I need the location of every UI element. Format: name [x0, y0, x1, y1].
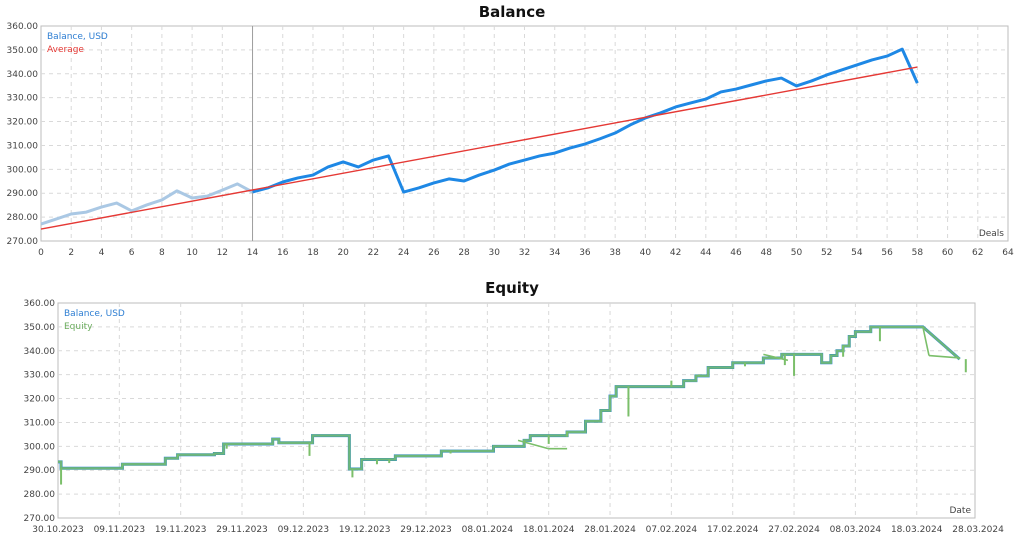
- x-tick-label: 29.11.2023: [216, 525, 268, 535]
- y-tick-label: 290.00: [7, 189, 39, 199]
- y-tick-label: 330.00: [24, 371, 56, 381]
- y-tick-label: 360.00: [7, 22, 39, 32]
- y-tick-label: 310.00: [7, 141, 39, 151]
- y-tick-label: 320.00: [24, 395, 56, 405]
- balance-chart-title: Balance: [478, 3, 546, 21]
- y-tick-label: 330.00: [7, 94, 39, 104]
- x-tick-label: 26: [428, 248, 440, 258]
- y-tick-label: 300.00: [7, 165, 39, 175]
- x-tick-label: 17.02.2024: [707, 525, 759, 535]
- balance-plot: 270.00 280.00 290.00 300.00 310.00 320.00 330.…: [7, 22, 1014, 258]
- x-tick-label: 60: [942, 248, 954, 258]
- y-tick-label: 340.00: [24, 347, 56, 357]
- x-tick-label: 30: [489, 248, 501, 258]
- y-tick-label: 270.00: [24, 514, 56, 524]
- x-tick-label: 54: [851, 248, 863, 258]
- x-tick-label: 62: [972, 248, 983, 258]
- x-tick-label: 8: [159, 248, 165, 258]
- equity-segment: [928, 354, 960, 359]
- x-tick-label: 46: [730, 248, 742, 258]
- balance-history-line: [40, 182, 254, 226]
- x-tick-label: 09.12.2023: [278, 525, 330, 535]
- x-tick-label: 6: [129, 248, 135, 258]
- legend-balance: Balance, USD: [47, 32, 108, 42]
- x-tick-label: 28.01.2024: [584, 525, 636, 535]
- x-tick-label: 28: [458, 248, 470, 258]
- x-tick-label: 24: [398, 248, 410, 258]
- balance-line: [252, 47, 919, 194]
- x-tick-label: 52: [821, 248, 832, 258]
- legend-average: Average: [47, 45, 84, 55]
- x-tick-label: 44: [700, 248, 712, 258]
- x-tick-label: 18.03.2024: [891, 525, 943, 535]
- y-tick-label: 320.00: [7, 118, 39, 128]
- equity-segment: [517, 439, 549, 450]
- y-tick-label: 270.00: [7, 237, 39, 247]
- equity-segment: [763, 353, 789, 362]
- y-tick-label: 300.00: [24, 442, 56, 452]
- x-axis-label: Date: [949, 506, 971, 516]
- x-tick-label: 34: [549, 248, 561, 258]
- x-tick-label: 56: [881, 248, 893, 258]
- x-tick-label: 27.02.2024: [768, 525, 820, 535]
- x-tick-label: 4: [99, 248, 105, 258]
- plot-area: [57, 302, 976, 519]
- x-tick-label: 2: [68, 248, 74, 258]
- x-tick-label: 38: [609, 248, 621, 258]
- x-tick-label: 08.01.2024: [462, 525, 514, 535]
- x-axis-label: Deals: [979, 229, 1004, 239]
- y-tick-label: 350.00: [7, 46, 39, 56]
- y-tick-label: 280.00: [7, 213, 39, 223]
- y-tick-label: 290.00: [24, 466, 56, 476]
- legend-equity: Equity: [64, 322, 93, 332]
- equity-segment: [922, 326, 930, 356]
- equity-chart-title: Equity: [485, 279, 539, 297]
- x-tick-label: 20: [337, 248, 349, 258]
- x-tick-label: 19.11.2023: [155, 525, 207, 535]
- x-tick-label: 14: [247, 248, 259, 258]
- x-tick-label: 0: [38, 248, 44, 258]
- x-tick-label: 32: [519, 248, 530, 258]
- balance-chart: Balance 270.00 280.00 290.00 300.00 310.00 32…: [0, 0, 1024, 268]
- x-tick-label: 07.02.2024: [646, 525, 698, 535]
- y-tick-label: 340.00: [7, 70, 39, 80]
- equity-plot: 270.00 280.00 290.00 300.00 310.00 320.00 330.…: [24, 299, 1005, 535]
- equity-chart: Equity 270.00 280.00 290.00 300.00 310.00 320…: [0, 270, 1024, 541]
- y-tick-label: 360.00: [24, 299, 56, 309]
- y-tick-label: 310.00: [24, 418, 56, 428]
- equity-line: [58, 325, 961, 471]
- y-tick-label: 350.00: [24, 323, 56, 333]
- x-tick-label: 30.10.2023: [32, 525, 84, 535]
- x-tick-label: 12: [217, 248, 228, 258]
- x-tick-label: 40: [640, 248, 652, 258]
- x-tick-label: 08.03.2024: [830, 525, 882, 535]
- x-tick-label: 22: [368, 248, 379, 258]
- x-tick-label: 36: [579, 248, 591, 258]
- x-tick-label: 48: [761, 248, 773, 258]
- x-tick-label: 42: [670, 248, 681, 258]
- x-tick-label: 19.12.2023: [339, 525, 391, 535]
- legend-balance: Balance, USD: [64, 309, 125, 319]
- x-tick-label: 16: [277, 248, 289, 258]
- x-tick-label: 64: [1002, 248, 1014, 258]
- x-tick-label: 50: [791, 248, 803, 258]
- x-tick-label: 18.01.2024: [523, 525, 575, 535]
- x-tick-label: 28.03.2024: [952, 525, 1004, 535]
- average-line: [40, 66, 918, 230]
- x-tick-label: 18: [307, 248, 319, 258]
- x-tick-label: 10: [186, 248, 198, 258]
- y-tick-label: 280.00: [24, 490, 56, 500]
- x-tick-label: 29.12.2023: [400, 525, 452, 535]
- x-tick-label: 09.11.2023: [94, 525, 146, 535]
- x-tick-label: 58: [912, 248, 924, 258]
